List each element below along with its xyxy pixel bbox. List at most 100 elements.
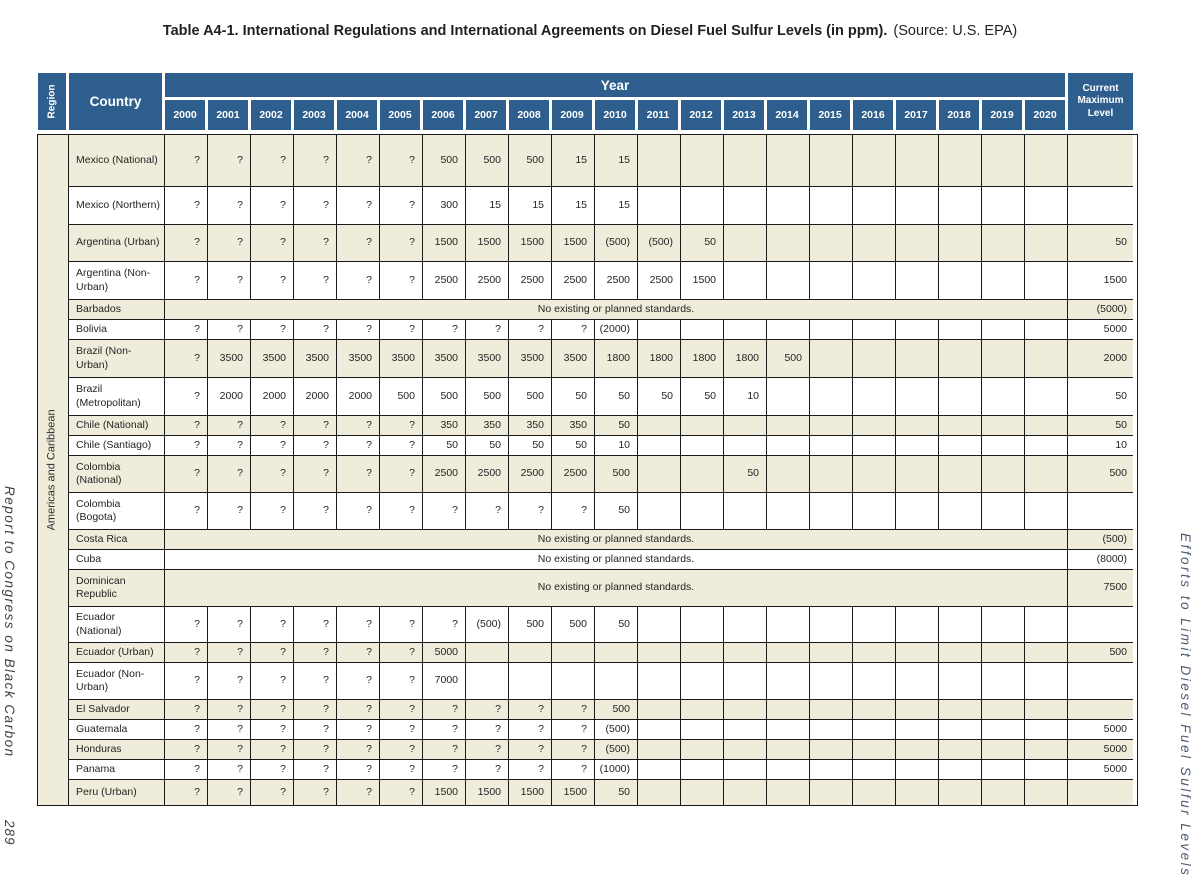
value-cell	[681, 493, 724, 530]
value-cell	[1025, 262, 1068, 300]
value-cell: ?	[380, 663, 423, 700]
value-cell	[810, 320, 853, 340]
value-cell: ?	[380, 320, 423, 340]
value-cell	[853, 340, 896, 378]
value-cell	[638, 643, 681, 663]
value-cell: ?	[251, 262, 294, 300]
value-cell	[939, 320, 982, 340]
value-cell: ?	[165, 320, 208, 340]
value-cell	[466, 643, 509, 663]
value-cell	[681, 643, 724, 663]
value-cell: 2500	[638, 262, 681, 300]
value-cell	[767, 760, 810, 780]
value-cell: 50	[681, 225, 724, 262]
value-cell	[896, 416, 939, 436]
value-cell: ?	[380, 607, 423, 643]
value-cell: ?	[251, 663, 294, 700]
value-cell	[638, 780, 681, 805]
value-cell	[1025, 416, 1068, 436]
value-cell: ?	[380, 456, 423, 493]
value-cell	[681, 780, 724, 805]
value-cell	[982, 378, 1025, 416]
value-cell	[767, 416, 810, 436]
value-cell: ?	[251, 436, 294, 456]
value-cell: ?	[552, 720, 595, 740]
value-cell: ?	[251, 643, 294, 663]
year-group-header: Year	[165, 73, 1068, 100]
value-cell: ?	[294, 225, 337, 262]
value-cell: 50	[423, 436, 466, 456]
value-cell: 350	[509, 416, 552, 436]
value-cell: ?	[251, 456, 294, 493]
value-cell	[853, 700, 896, 720]
year-header: 2001	[208, 100, 251, 133]
value-cell: ?	[294, 456, 337, 493]
value-cell	[896, 320, 939, 340]
value-cell	[1025, 760, 1068, 780]
value-cell: ?	[380, 187, 423, 225]
value-cell	[896, 187, 939, 225]
note-cell: No existing or planned standards.	[165, 300, 1068, 320]
value-cell	[939, 340, 982, 378]
year-header: 2010	[595, 100, 638, 133]
current-max-cell	[1068, 187, 1133, 225]
value-cell: 3500	[337, 340, 380, 378]
value-cell: 50	[595, 780, 638, 805]
value-cell	[853, 378, 896, 416]
country-header: Country	[69, 73, 165, 133]
value-cell	[681, 135, 724, 187]
value-cell: 50	[681, 378, 724, 416]
country-cell: Chile (National)	[69, 416, 165, 436]
value-cell	[982, 320, 1025, 340]
value-cell	[853, 225, 896, 262]
value-cell	[896, 663, 939, 700]
value-cell	[724, 262, 767, 300]
value-cell	[810, 740, 853, 760]
value-cell: ?	[337, 456, 380, 493]
value-cell	[767, 135, 810, 187]
value-cell	[638, 436, 681, 456]
value-cell: ?	[509, 493, 552, 530]
value-cell	[982, 436, 1025, 456]
value-cell	[982, 740, 1025, 760]
value-cell	[1025, 225, 1068, 262]
year-header: 2000	[165, 100, 208, 133]
value-cell	[896, 740, 939, 760]
value-cell	[982, 187, 1025, 225]
year-header: 2014	[767, 100, 810, 133]
value-cell: ?	[208, 740, 251, 760]
value-cell	[638, 187, 681, 225]
value-cell: ?	[294, 700, 337, 720]
value-cell	[982, 340, 1025, 378]
year-header: 2007	[466, 100, 509, 133]
value-cell	[982, 720, 1025, 740]
value-cell: 1500	[552, 780, 595, 805]
value-cell: ?	[165, 700, 208, 720]
value-cell: (500)	[595, 720, 638, 740]
value-cell	[509, 663, 552, 700]
value-cell: ?	[552, 700, 595, 720]
value-cell	[767, 740, 810, 760]
value-cell: ?	[337, 643, 380, 663]
current-max-cell: 10	[1068, 436, 1133, 456]
current-max-cell: 5000	[1068, 320, 1133, 340]
table-caption-text: Table A4-1. International Regulations an…	[162, 23, 888, 39]
value-cell: ?	[294, 135, 337, 187]
current-max-cell	[1068, 700, 1133, 720]
value-cell: ?	[208, 135, 251, 187]
value-cell	[896, 436, 939, 456]
value-cell: 350	[466, 416, 509, 436]
value-cell: 50	[595, 607, 638, 643]
value-cell: ?	[208, 780, 251, 805]
value-cell	[896, 378, 939, 416]
value-cell	[681, 456, 724, 493]
value-cell: 15	[595, 135, 638, 187]
value-cell	[853, 187, 896, 225]
value-cell: ?	[294, 436, 337, 456]
value-cell: ?	[165, 493, 208, 530]
value-cell: 1500	[509, 780, 552, 805]
value-cell	[681, 436, 724, 456]
value-cell: ?	[294, 760, 337, 780]
value-cell	[982, 760, 1025, 780]
value-cell: ?	[208, 225, 251, 262]
